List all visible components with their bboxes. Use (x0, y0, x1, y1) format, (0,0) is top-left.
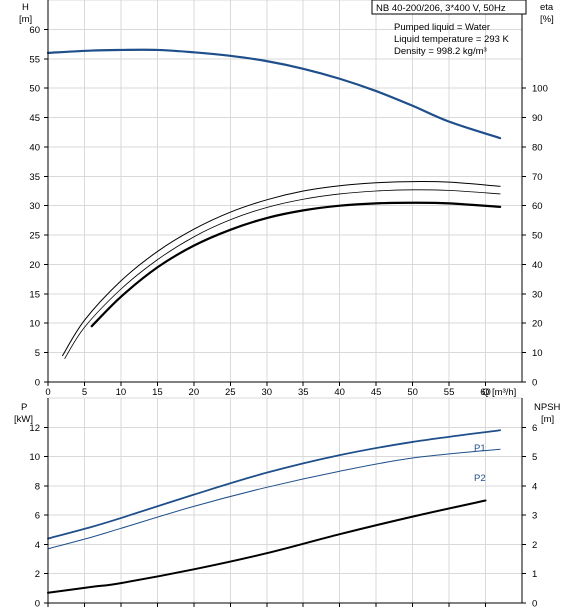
y-left-label-top-1: H (22, 2, 29, 13)
chart-title: NB 40-200/206, 3*400 V, 50Hz (376, 3, 506, 14)
y-right-label-bottom-1: NPSH (534, 402, 561, 413)
y-left-tick-label: 0 (35, 599, 40, 610)
y-left-tick-label: 2 (35, 569, 40, 580)
series-label-p2: P2 (474, 473, 486, 484)
bottom-panel-grid (48, 397, 523, 603)
y-right-tick-label: 40 (532, 260, 543, 271)
x-tick-label: 15 (152, 387, 163, 398)
bottom-series-line-2 (47, 499, 487, 594)
y-right-tick-label: 100 (532, 84, 548, 95)
top-series-line-3 (64, 189, 501, 359)
top-series-line-1 (62, 181, 501, 357)
y-right-label-top-2: [%] (540, 14, 554, 25)
y-right-tick-label: 70 (532, 172, 543, 183)
bottom-panel-series (47, 429, 502, 594)
x-axis-label: Q [m³/h] (482, 387, 516, 398)
y-left-label-top-2: [m] (19, 14, 32, 25)
y-left-tick-label: 5 (35, 348, 40, 359)
bottom-series-line-p2 (47, 448, 501, 550)
x-tick-label: 0 (45, 387, 50, 398)
tick-labels: 0 5 10 15 20 25 30 35 40 45 50 55 600510152025303540… (29, 25, 547, 610)
series-label-p1: P1 (474, 443, 486, 454)
y-right-label-bottom-2: [m] (541, 414, 554, 425)
x-tick-label: 55 (444, 387, 455, 398)
y-right-tick-label: 80 (532, 142, 543, 153)
x-tick-label: 20 (189, 387, 200, 398)
y-right-tick-label: 4 (532, 481, 537, 492)
top-panel-grid (48, 0, 523, 382)
top-series-line-2 (90, 201, 502, 328)
y-right-tick-label: 30 (532, 289, 543, 300)
y-left-tick-label: 15 (29, 289, 40, 300)
top-panel-series (46, 48, 502, 359)
x-tick-label: 45 (371, 387, 382, 398)
y-left-tick-label: 35 (29, 172, 40, 183)
y-left-tick-label: 20 (29, 260, 40, 271)
y-right-tick-label: 50 (532, 231, 543, 242)
y-right-tick-label: 60 (532, 201, 543, 212)
y-left-tick-label: 4 (35, 540, 40, 551)
y-left-tick-label: 50 (29, 84, 40, 95)
y-left-label-bottom-2: [kW] (14, 414, 33, 425)
y-left-tick-label: 8 (35, 481, 40, 492)
top-series-line-0 (46, 48, 502, 140)
y-left-tick-label: 60 (29, 25, 40, 36)
y-right-tick-label: 5 (532, 452, 537, 463)
y-right-tick-label: 20 (532, 319, 543, 330)
y-left-tick-label: 10 (29, 319, 40, 330)
info-line-3: Density = 998.2 kg/m³ (394, 46, 487, 57)
x-tick-label: 60 (480, 387, 491, 398)
y-right-tick-label: 2 (532, 540, 537, 551)
y-left-tick-label: 30 (29, 201, 40, 212)
x-tick-label: 5 (82, 387, 87, 398)
y-right-tick-label: 1 (532, 569, 537, 580)
y-right-tick-label: 90 (532, 113, 543, 124)
x-tick-label: 50 (407, 387, 418, 398)
y-left-tick-label: 25 (29, 231, 40, 242)
y-left-tick-label: 6 (35, 511, 40, 522)
x-tick-label: 30 (261, 387, 272, 398)
y-right-tick-label: 0 (532, 599, 537, 610)
x-tick-label: 35 (298, 387, 309, 398)
x-tick-label: 40 (334, 387, 345, 398)
y-left-tick-label: 40 (29, 142, 40, 153)
x-tick-label: 25 (225, 387, 236, 398)
y-right-tick-label: 0 (532, 378, 537, 389)
y-left-tick-label: 10 (29, 452, 40, 463)
x-tick-label: 10 (116, 387, 127, 398)
y-left-tick-label: 0 (35, 378, 40, 389)
bottom-series-line-p1 (47, 429, 502, 540)
y-right-tick-label: 3 (532, 511, 537, 522)
y-right-tick-label: 10 (532, 348, 543, 359)
info-line-2: Liquid temperature = 293 K (394, 34, 510, 45)
y-left-tick-label: 45 (29, 113, 40, 124)
axes (47, 0, 523, 604)
y-left-tick-label: 55 (29, 54, 40, 65)
y-right-tick-label: 6 (532, 423, 537, 434)
title-box (371, 0, 527, 15)
y-left-tick-label: 12 (29, 423, 40, 434)
y-left-label-bottom-1: P (21, 402, 27, 413)
info-line-1: Pumped liquid = Water (394, 22, 490, 33)
y-right-label-top-1: eta (540, 2, 554, 13)
